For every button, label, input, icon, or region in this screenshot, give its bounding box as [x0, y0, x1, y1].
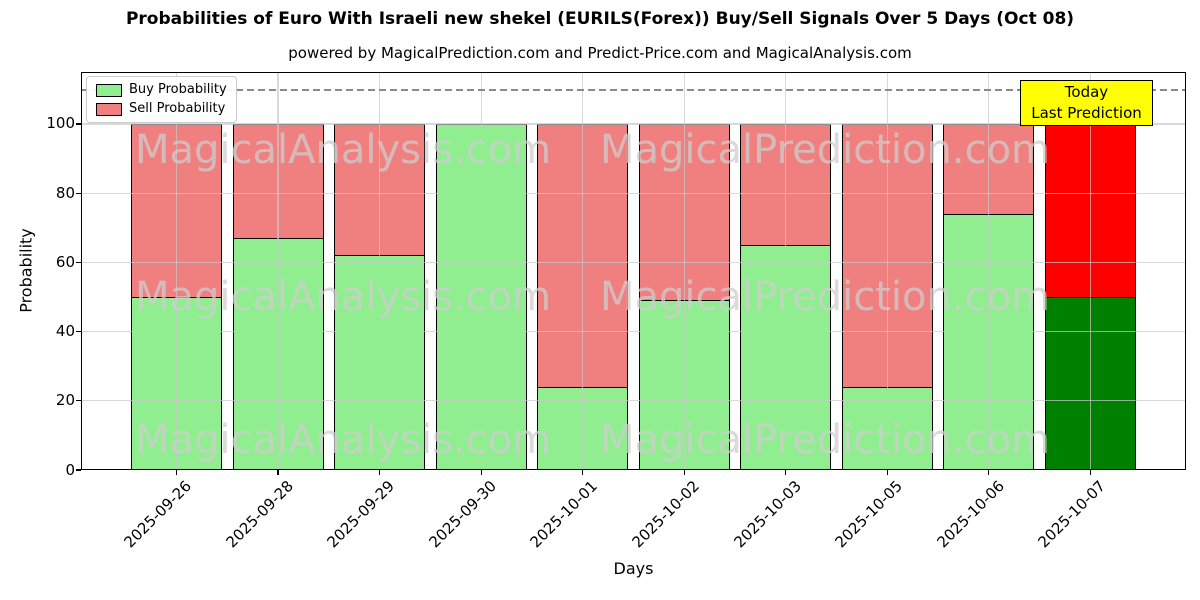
- y-tick-label: 20: [55, 391, 75, 410]
- watermark-prediction: MagicalPrediction.com: [600, 127, 1050, 173]
- y-tick-label: 0: [65, 460, 75, 479]
- legend: Buy Probability Sell Probability: [86, 76, 237, 123]
- x-gridline: [378, 72, 381, 470]
- x-gridline: [175, 72, 178, 470]
- buy-swatch: [96, 83, 122, 97]
- x-gridline: [277, 72, 279, 470]
- x-tick-label: 2025-09-30: [425, 477, 500, 552]
- x-tickmark: [683, 470, 685, 475]
- y-tickmark: [76, 123, 81, 125]
- y-gridline: [81, 330, 1186, 333]
- x-tickmark: [886, 470, 888, 475]
- legend-label-buy: Buy Probability: [129, 82, 227, 97]
- y-tick-label: 40: [55, 322, 75, 341]
- y-tickmark: [76, 400, 81, 402]
- x-tick-label: 2025-09-29: [323, 477, 399, 552]
- y-gridline: [81, 123, 1186, 125]
- x-gridline: [480, 72, 482, 470]
- x-tick-label: 2025-10-06: [933, 477, 1008, 552]
- x-tickmark: [988, 470, 990, 475]
- plot-area: [81, 72, 1186, 470]
- x-axis-label: Days: [613, 559, 654, 578]
- x-gridline: [1089, 72, 1091, 470]
- x-tick-label: 2025-10-03: [730, 477, 805, 552]
- x-gridline: [785, 72, 787, 470]
- x-tick-label: 2025-10-02: [628, 477, 703, 552]
- legend-item-buy: Buy Probability: [96, 83, 227, 97]
- watermark-analysis: MagicalAnalysis.com: [135, 417, 552, 463]
- y-gridline: [81, 261, 1186, 263]
- y-tickmark: [76, 192, 81, 194]
- chart-title: Probabilities of Euro With Israeli new s…: [125, 9, 1075, 29]
- y-tickmark: [76, 261, 81, 263]
- sell-swatch: [96, 102, 122, 116]
- y-tickmark: [76, 469, 81, 471]
- y-gridline: [81, 400, 1186, 402]
- x-tickmark: [785, 470, 787, 475]
- legend-label-sell: Sell Probability: [129, 101, 226, 116]
- legend-item-sell: Sell Probability: [96, 102, 227, 116]
- y-tickmark: [76, 330, 81, 333]
- x-tickmark: [480, 470, 482, 475]
- watermark-analysis: MagicalAnalysis.com: [135, 127, 552, 173]
- y-gridline: [81, 192, 1186, 194]
- chart-subtitle: powered by MagicalPrediction.com and Pre…: [288, 44, 912, 62]
- watermark-prediction: MagicalPrediction.com: [600, 274, 1050, 320]
- x-gridline: [886, 72, 888, 470]
- today-annotation-line1: Today: [1064, 83, 1109, 101]
- today-annotation-line2: Last Prediction: [1031, 104, 1142, 122]
- x-tickmark: [582, 470, 584, 475]
- x-tickmark: [175, 470, 178, 475]
- x-tick-label: 2025-10-05: [831, 477, 907, 552]
- watermark-prediction: MagicalPrediction.com: [600, 417, 1050, 463]
- y-tick-label: 80: [55, 183, 75, 202]
- watermark-analysis: MagicalAnalysis.com: [135, 274, 552, 320]
- x-tickmark: [277, 470, 279, 475]
- target-dashed-line: [82, 89, 1185, 91]
- x-gridline: [582, 72, 584, 470]
- today-annotation: Today Last Prediction: [1020, 80, 1153, 126]
- x-tick-label: 2025-10-01: [527, 477, 602, 552]
- x-tick-label: 2025-10-07: [1034, 477, 1110, 552]
- y-tick-label: 100: [46, 114, 75, 133]
- y-tick-label: 60: [55, 252, 75, 271]
- x-tick-label: 2025-09-26: [120, 477, 196, 552]
- x-gridline: [683, 72, 685, 470]
- x-tickmark: [378, 470, 381, 475]
- x-tickmark: [1089, 470, 1091, 475]
- x-tick-label: 2025-09-28: [222, 477, 297, 552]
- x-gridline: [988, 72, 990, 470]
